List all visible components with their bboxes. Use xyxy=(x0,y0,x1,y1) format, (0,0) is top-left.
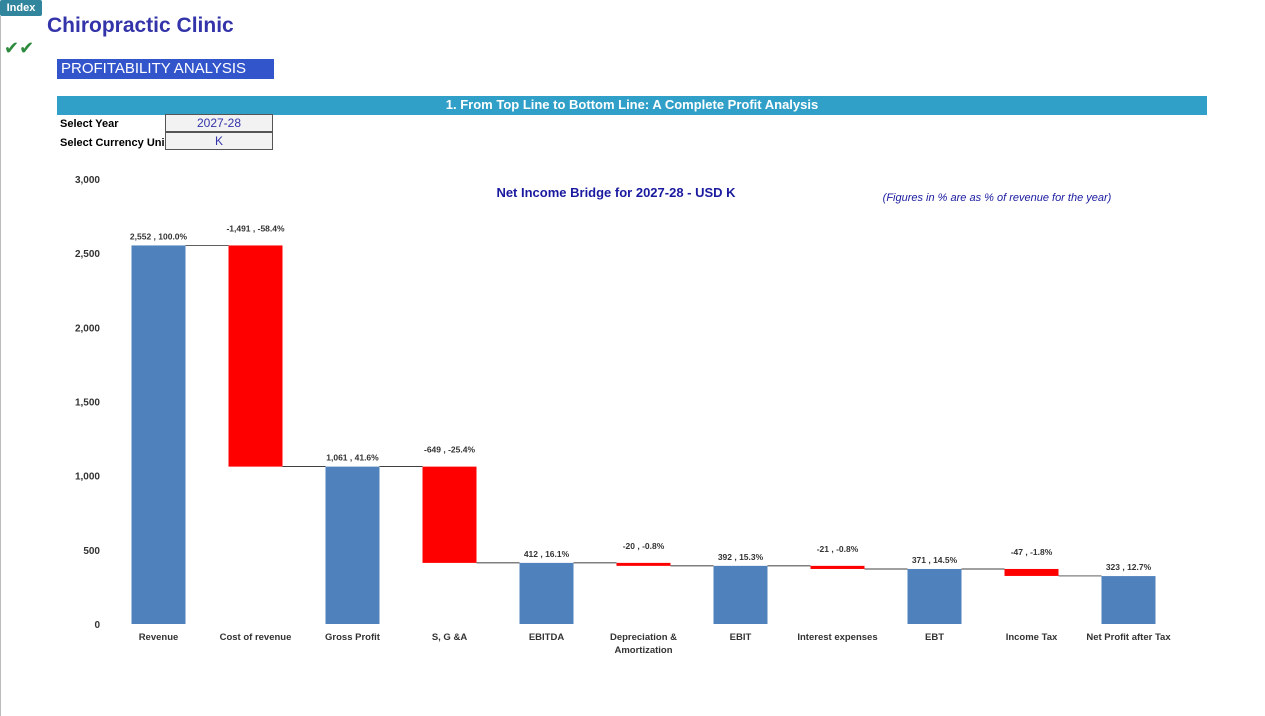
chart-title: Net Income Bridge for 2027-28 - USD K xyxy=(496,185,736,200)
input-label: Select Year xyxy=(60,118,119,130)
data-label: 392 , 15.3% xyxy=(718,552,764,562)
bar xyxy=(228,245,283,467)
bar xyxy=(907,568,962,624)
x-tick-label: EBITDA xyxy=(528,632,565,643)
data-label: 412 , 16.1% xyxy=(524,549,570,559)
check-icon: ✔✔ xyxy=(4,38,35,58)
bar xyxy=(713,565,768,624)
sheet-edge xyxy=(0,16,1,716)
x-tick-label: Gross Profit xyxy=(325,632,380,643)
y-tick-label: 1,000 xyxy=(75,472,100,483)
y-tick-label: 2,500 xyxy=(75,249,100,260)
x-tick-label: EBT xyxy=(925,632,944,643)
bar xyxy=(131,245,186,624)
bar xyxy=(810,565,865,569)
x-tick-label: EBIT xyxy=(729,632,752,643)
bar xyxy=(325,466,380,624)
page-title: Chiropractic Clinic xyxy=(47,14,234,37)
y-tick-label: 3,000 xyxy=(75,175,100,186)
x-tick-label: S, G &A xyxy=(431,632,468,643)
data-label: -649 , -25.4% xyxy=(424,445,475,455)
bar xyxy=(1004,568,1059,576)
bar xyxy=(1101,576,1156,624)
bar xyxy=(422,466,477,563)
y-tick-label: 500 xyxy=(83,546,100,557)
x-tick-label: Depreciation & Amortization xyxy=(609,632,678,656)
data-label: -20 , -0.8% xyxy=(623,541,665,551)
x-tick-label: Net Profit after Tax xyxy=(1086,632,1171,643)
section-header: PROFITABILITY ANALYSIS xyxy=(57,59,274,79)
data-label: -21 , -0.8% xyxy=(817,544,859,554)
bar xyxy=(519,562,574,624)
x-tick-label: Interest expenses xyxy=(797,632,878,643)
x-tick-label: Cost of revenue xyxy=(219,632,292,643)
input-label: Select Currency Uni xyxy=(60,137,165,149)
x-tick-label: Income Tax xyxy=(1005,632,1058,643)
index-button[interactable]: Index xyxy=(0,0,42,16)
data-label: 323 , 12.7% xyxy=(1106,562,1152,572)
data-label: 2,552 , 100.0% xyxy=(130,231,188,241)
data-label: -47 , -1.8% xyxy=(1011,547,1053,557)
bar xyxy=(616,562,671,566)
chart-note: (Figures in % are as % of revenue for th… xyxy=(883,192,1112,204)
y-tick-label: 1,500 xyxy=(75,398,100,409)
input-value[interactable]: 2027-28 xyxy=(165,114,273,132)
y-tick-label: 0 xyxy=(94,620,100,631)
data-label: -1,491 , -58.4% xyxy=(226,223,285,233)
y-tick-label: 2,000 xyxy=(75,323,100,334)
data-label: 1,061 , 41.6% xyxy=(326,453,379,463)
data-label: 371 , 14.5% xyxy=(912,555,958,565)
banner: 1. From Top Line to Bottom Line: A Compl… xyxy=(57,96,1207,115)
x-tick-label: Revenue xyxy=(138,632,179,643)
input-value[interactable]: K xyxy=(165,132,273,150)
